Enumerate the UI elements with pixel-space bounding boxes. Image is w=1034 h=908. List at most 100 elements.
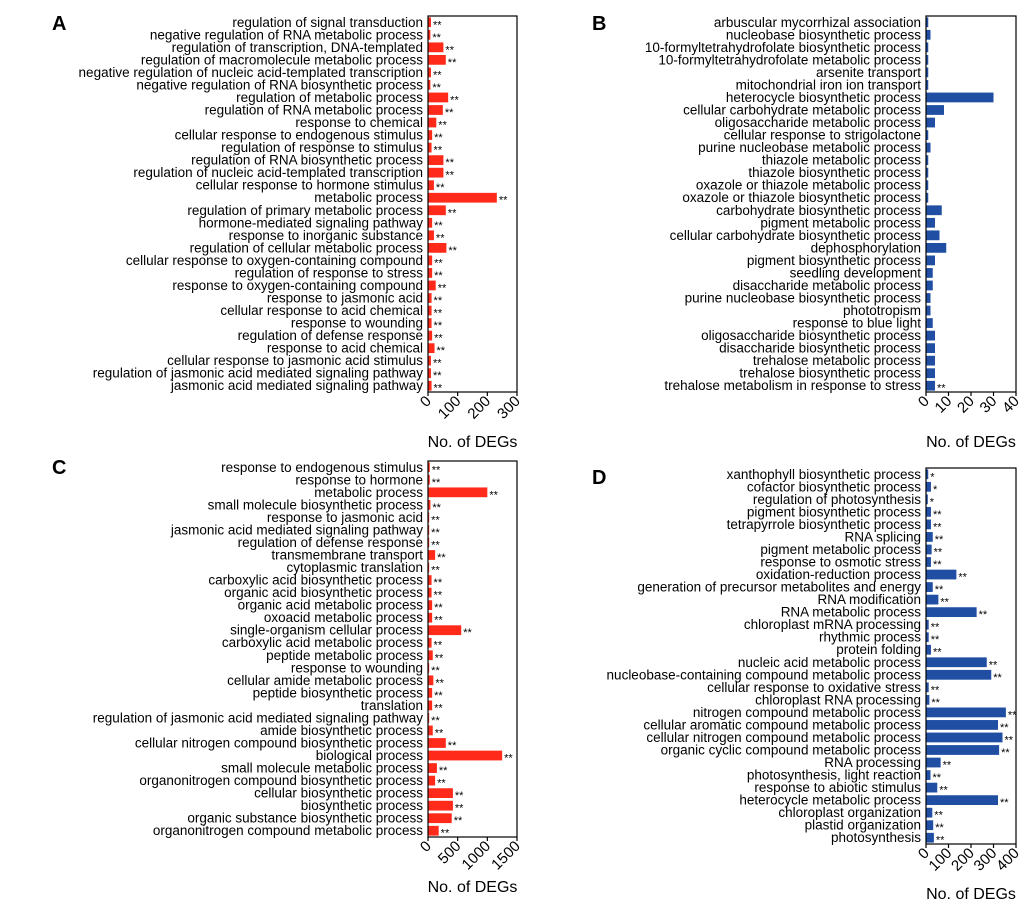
category-label: cellular response to acid chemical (220, 303, 423, 318)
plot-frame (427, 460, 518, 838)
significance-mark: ** (448, 207, 457, 219)
category-label: cellular biosynthetic process (254, 786, 423, 801)
category-label: disaccharide biosynthetic process (719, 341, 921, 356)
bar (428, 825, 439, 836)
significance-mark: ** (435, 652, 444, 664)
bar (926, 494, 928, 505)
significance-mark: ** (931, 622, 940, 634)
category-label: negative regulation of nucleic acid-temp… (79, 65, 423, 80)
bar (926, 343, 935, 354)
bar (926, 67, 929, 78)
category-label: response to inorganic substance (229, 228, 423, 243)
category-label: cofactor biosynthetic process (747, 479, 921, 494)
significance-mark: ** (935, 822, 944, 834)
bar (428, 587, 432, 598)
bar (428, 575, 432, 585)
bar (926, 795, 998, 806)
category-label: transmembrane transport (271, 548, 423, 563)
significance-mark: ** (432, 477, 441, 489)
bar (428, 268, 433, 278)
significance-mark: ** (432, 464, 441, 476)
category-label: regulation of photosynthesis (753, 492, 921, 507)
bar (428, 625, 462, 636)
category-label: organonitrogen compound metabolic proces… (153, 823, 423, 838)
bar (428, 675, 434, 686)
bar (428, 117, 437, 128)
bar (926, 481, 931, 492)
category-label: nucleobase biosynthetic process (726, 27, 921, 42)
bar (926, 105, 944, 115)
significance-mark: ** (993, 672, 1002, 684)
significance-mark: ** (935, 534, 944, 546)
bar (428, 343, 435, 354)
significance-mark: ** (463, 627, 472, 639)
significance-mark: ** (933, 521, 942, 533)
category-label: response to acid chemical (267, 341, 423, 356)
category-label: cellular nitrogen compound metabolic pro… (646, 730, 921, 745)
significance-mark: ** (504, 753, 513, 765)
bar (926, 368, 935, 379)
category-label: response to chemical (295, 115, 423, 130)
category-label: carboxylic acid metabolic process (222, 635, 423, 650)
bar (428, 813, 452, 824)
category-label: cellular amide metabolic process (227, 673, 423, 688)
significance-mark: ** (454, 815, 463, 827)
category-label: response to jasmonic acid (267, 510, 423, 525)
category-label: cytoplasmic translation (286, 560, 423, 575)
category-label: trehalose metabolic process (753, 353, 921, 368)
category-label: regulation of metabolic process (236, 90, 423, 105)
category-label: biosynthetic process (301, 798, 424, 813)
significance-mark: ** (437, 552, 446, 564)
category-label: rhythmic process (819, 630, 921, 645)
significance-mark: ** (434, 590, 443, 602)
significance-mark: ** (434, 690, 443, 702)
bar (428, 750, 503, 761)
x-tick-label: 0 (417, 838, 435, 856)
significance-mark: ** (489, 489, 498, 501)
bar (926, 142, 931, 153)
category-label: regulation of jasmonic acid mediated sig… (93, 366, 423, 381)
category-label: organic acid biosynthetic process (224, 585, 423, 600)
significance-mark: ** (934, 810, 943, 822)
category-label: cellular nitrogen compound biosynthetic … (135, 736, 423, 751)
category-label: response to endogenous stimulus (221, 460, 423, 475)
category-label: regulation of response to stimulus (221, 140, 423, 155)
category-label: disaccharide metabolic process (733, 278, 922, 293)
bar (926, 80, 929, 90)
bar (428, 67, 431, 78)
significance-mark: ** (434, 333, 443, 345)
significance-mark: ** (933, 509, 942, 521)
significance-mark: ** (438, 282, 447, 294)
bar (428, 180, 434, 191)
bar (926, 305, 931, 316)
bar (428, 105, 443, 115)
significance-mark: ** (445, 44, 454, 56)
significance-mark: ** (933, 772, 942, 784)
bar (428, 788, 453, 799)
significance-mark: ** (931, 634, 940, 646)
significance-mark: ** (445, 107, 454, 119)
category-label: RNA modification (817, 592, 921, 607)
significance-mark: ** (935, 584, 944, 596)
significance-mark: ** (433, 69, 442, 81)
significance-mark: ** (434, 702, 443, 714)
panel-label: D (592, 467, 606, 489)
category-label: oligosaccharide metabolic process (715, 115, 922, 130)
bar (926, 230, 940, 241)
bar (428, 775, 436, 786)
bar (926, 682, 929, 693)
significance-mark: * (930, 496, 935, 508)
bar (926, 720, 998, 730)
x-tick-label: 300 (494, 393, 524, 423)
significance-mark: ** (1000, 797, 1009, 809)
category-label: generation of precursor metabolites and … (637, 580, 921, 595)
category-label: 10-formyltetrahydrofolate biosynthetic p… (645, 40, 921, 55)
significance-mark: ** (434, 295, 443, 307)
category-label: thiazole metabolic process (762, 153, 921, 168)
category-label: regulation of RNA biosynthetic process (191, 153, 423, 168)
bar (926, 770, 931, 780)
significance-mark: ** (434, 615, 443, 627)
category-label: regulation of defense response (238, 328, 423, 343)
category-label: cellular response to oxidative stress (707, 680, 921, 695)
